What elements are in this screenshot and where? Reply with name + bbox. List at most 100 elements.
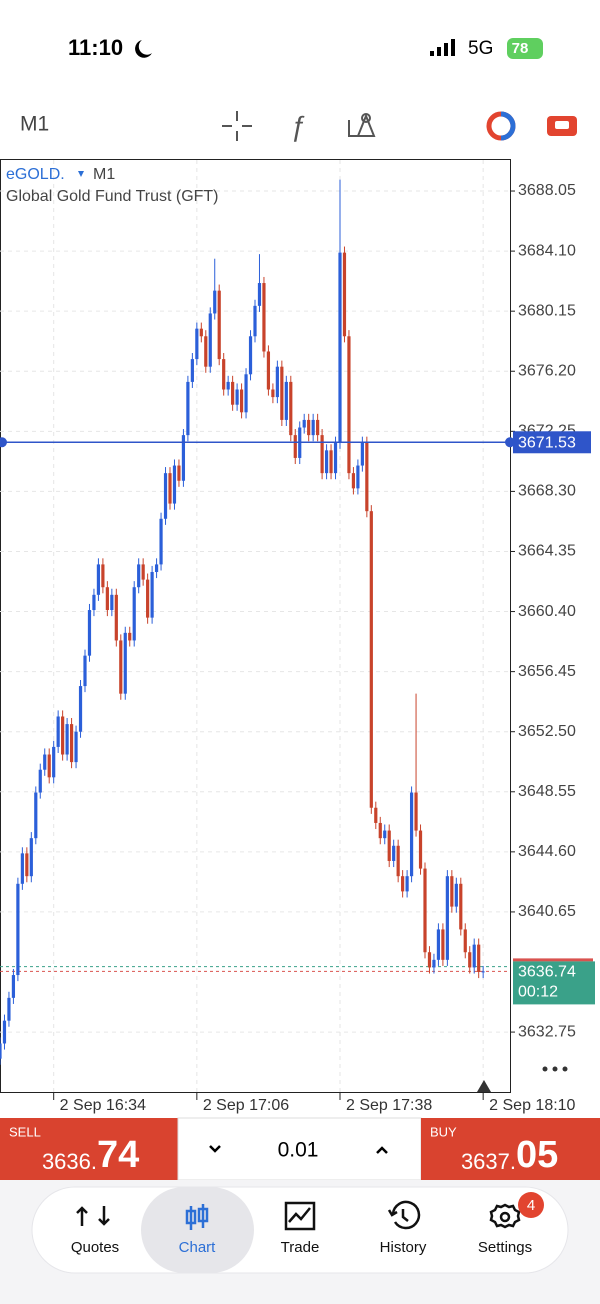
volume-increase[interactable] — [376, 1146, 388, 1154]
candle-body — [159, 518, 163, 565]
candle-body — [248, 336, 253, 375]
battery-icon — [507, 38, 543, 59]
buy-button[interactable] — [421, 1118, 600, 1180]
candle-body — [477, 944, 481, 973]
candle-body — [338, 252, 342, 443]
candle-body — [481, 971, 485, 973]
nav-icon[interactable] — [387, 1200, 421, 1230]
chart-symbol[interactable]: eGOLD. — [6, 166, 65, 183]
badge — [518, 1192, 544, 1218]
y-tick-label: 3632.75 — [518, 1023, 576, 1040]
candle-body — [20, 853, 24, 884]
candle-body — [311, 419, 315, 436]
candle-body — [280, 366, 284, 420]
candle-body — [195, 328, 199, 360]
buy-label: BUY — [430, 1124, 457, 1139]
nav-label[interactable]: Quotes — [71, 1239, 119, 1256]
candle-body — [401, 876, 405, 892]
candle-body — [92, 594, 96, 611]
candle-body — [405, 876, 409, 892]
candle-body — [25, 853, 29, 877]
candle-body — [186, 381, 190, 436]
candle-body — [65, 724, 69, 755]
candle-body — [316, 419, 320, 436]
y-tick-label: 3660.40 — [518, 603, 576, 620]
status-network: 5G — [468, 38, 493, 59]
more-button[interactable] — [542, 1066, 568, 1072]
candle-body — [132, 587, 136, 641]
candle-body — [190, 359, 194, 382]
candle-body — [141, 564, 145, 580]
candle-body — [266, 351, 271, 390]
candle-body — [43, 754, 47, 770]
candle-body — [347, 336, 351, 474]
y-tick-label: 3684.10 — [518, 242, 576, 259]
nav-icon[interactable] — [489, 1203, 521, 1229]
candle-body — [235, 389, 239, 405]
x-tick-label: 2 Sep 17:06 — [203, 1097, 289, 1114]
x-tick-label: 2 Sep 16:34 — [60, 1097, 146, 1114]
timeframe-button[interactable]: M1 — [20, 113, 49, 136]
candle-body — [69, 724, 74, 763]
candle-body — [253, 305, 257, 337]
objects-button[interactable] — [348, 113, 376, 137]
indicators-button[interactable]: ƒ — [290, 110, 306, 141]
trade-icon-inner — [555, 121, 569, 129]
candle-body — [208, 313, 212, 367]
candle-body — [128, 632, 132, 641]
sell-button[interactable] — [0, 1118, 178, 1180]
volume-value[interactable]: 0.01 — [278, 1139, 319, 1162]
candle-body — [257, 283, 262, 306]
candle-body — [123, 632, 127, 694]
volume-decrease[interactable] — [209, 1145, 221, 1153]
candle-body — [262, 283, 266, 352]
nav-label[interactable]: Trade — [281, 1239, 320, 1256]
buy-price-tail: 05 — [516, 1134, 558, 1176]
candle-body — [378, 822, 382, 839]
candle-body — [374, 807, 378, 823]
nav-icon[interactable] — [284, 1201, 316, 1231]
price-line-handle[interactable] — [505, 437, 515, 448]
candle-body — [0, 1043, 2, 1059]
candle-body — [454, 883, 458, 907]
y-tick-label: 3668.30 — [518, 483, 576, 500]
scroll-marker[interactable] — [477, 1080, 491, 1092]
x-tick-label: 2 Sep 18:10 — [489, 1097, 575, 1114]
candle-body — [414, 792, 418, 831]
candle-body — [463, 929, 467, 953]
nav-label[interactable]: Settings — [478, 1239, 532, 1256]
sell-label: SELL — [9, 1124, 41, 1139]
candle-body — [181, 435, 186, 481]
candle-body — [289, 381, 293, 436]
nav-icon[interactable] — [185, 1204, 209, 1230]
nav-icon[interactable] — [76, 1206, 110, 1226]
nav-label[interactable]: Chart — [179, 1239, 217, 1256]
y-tick-label: 3688.05 — [518, 182, 576, 199]
candle-body — [356, 465, 360, 489]
candle-body — [365, 442, 369, 512]
candle-body — [154, 564, 159, 573]
crosshair-button[interactable] — [222, 111, 252, 141]
y-tick-label: 3664.35 — [518, 543, 576, 560]
settings-inner — [499, 1211, 511, 1223]
candle-body — [427, 952, 432, 968]
candle-body — [231, 381, 235, 405]
candle-body — [472, 944, 476, 968]
signal-icon — [430, 39, 455, 56]
candle-body — [2, 1020, 7, 1044]
price-line-tag — [513, 431, 591, 454]
y-tick-label: 3648.55 — [518, 783, 576, 800]
battery-level: 78 — [512, 40, 529, 57]
price-line-handle[interactable] — [0, 437, 7, 448]
nav-active-highlight — [141, 1187, 254, 1273]
candle-body — [226, 381, 230, 390]
bar-timer: 00:12 — [518, 984, 558, 1001]
symbol-dropdown[interactable] — [78, 171, 84, 177]
nav-label[interactable]: History — [380, 1239, 427, 1256]
candle-body — [204, 336, 208, 367]
y-tick-label: 3640.65 — [518, 903, 576, 920]
candle-body — [383, 830, 387, 839]
candle-body — [146, 579, 150, 618]
y-tick-label: 3680.15 — [518, 302, 576, 319]
